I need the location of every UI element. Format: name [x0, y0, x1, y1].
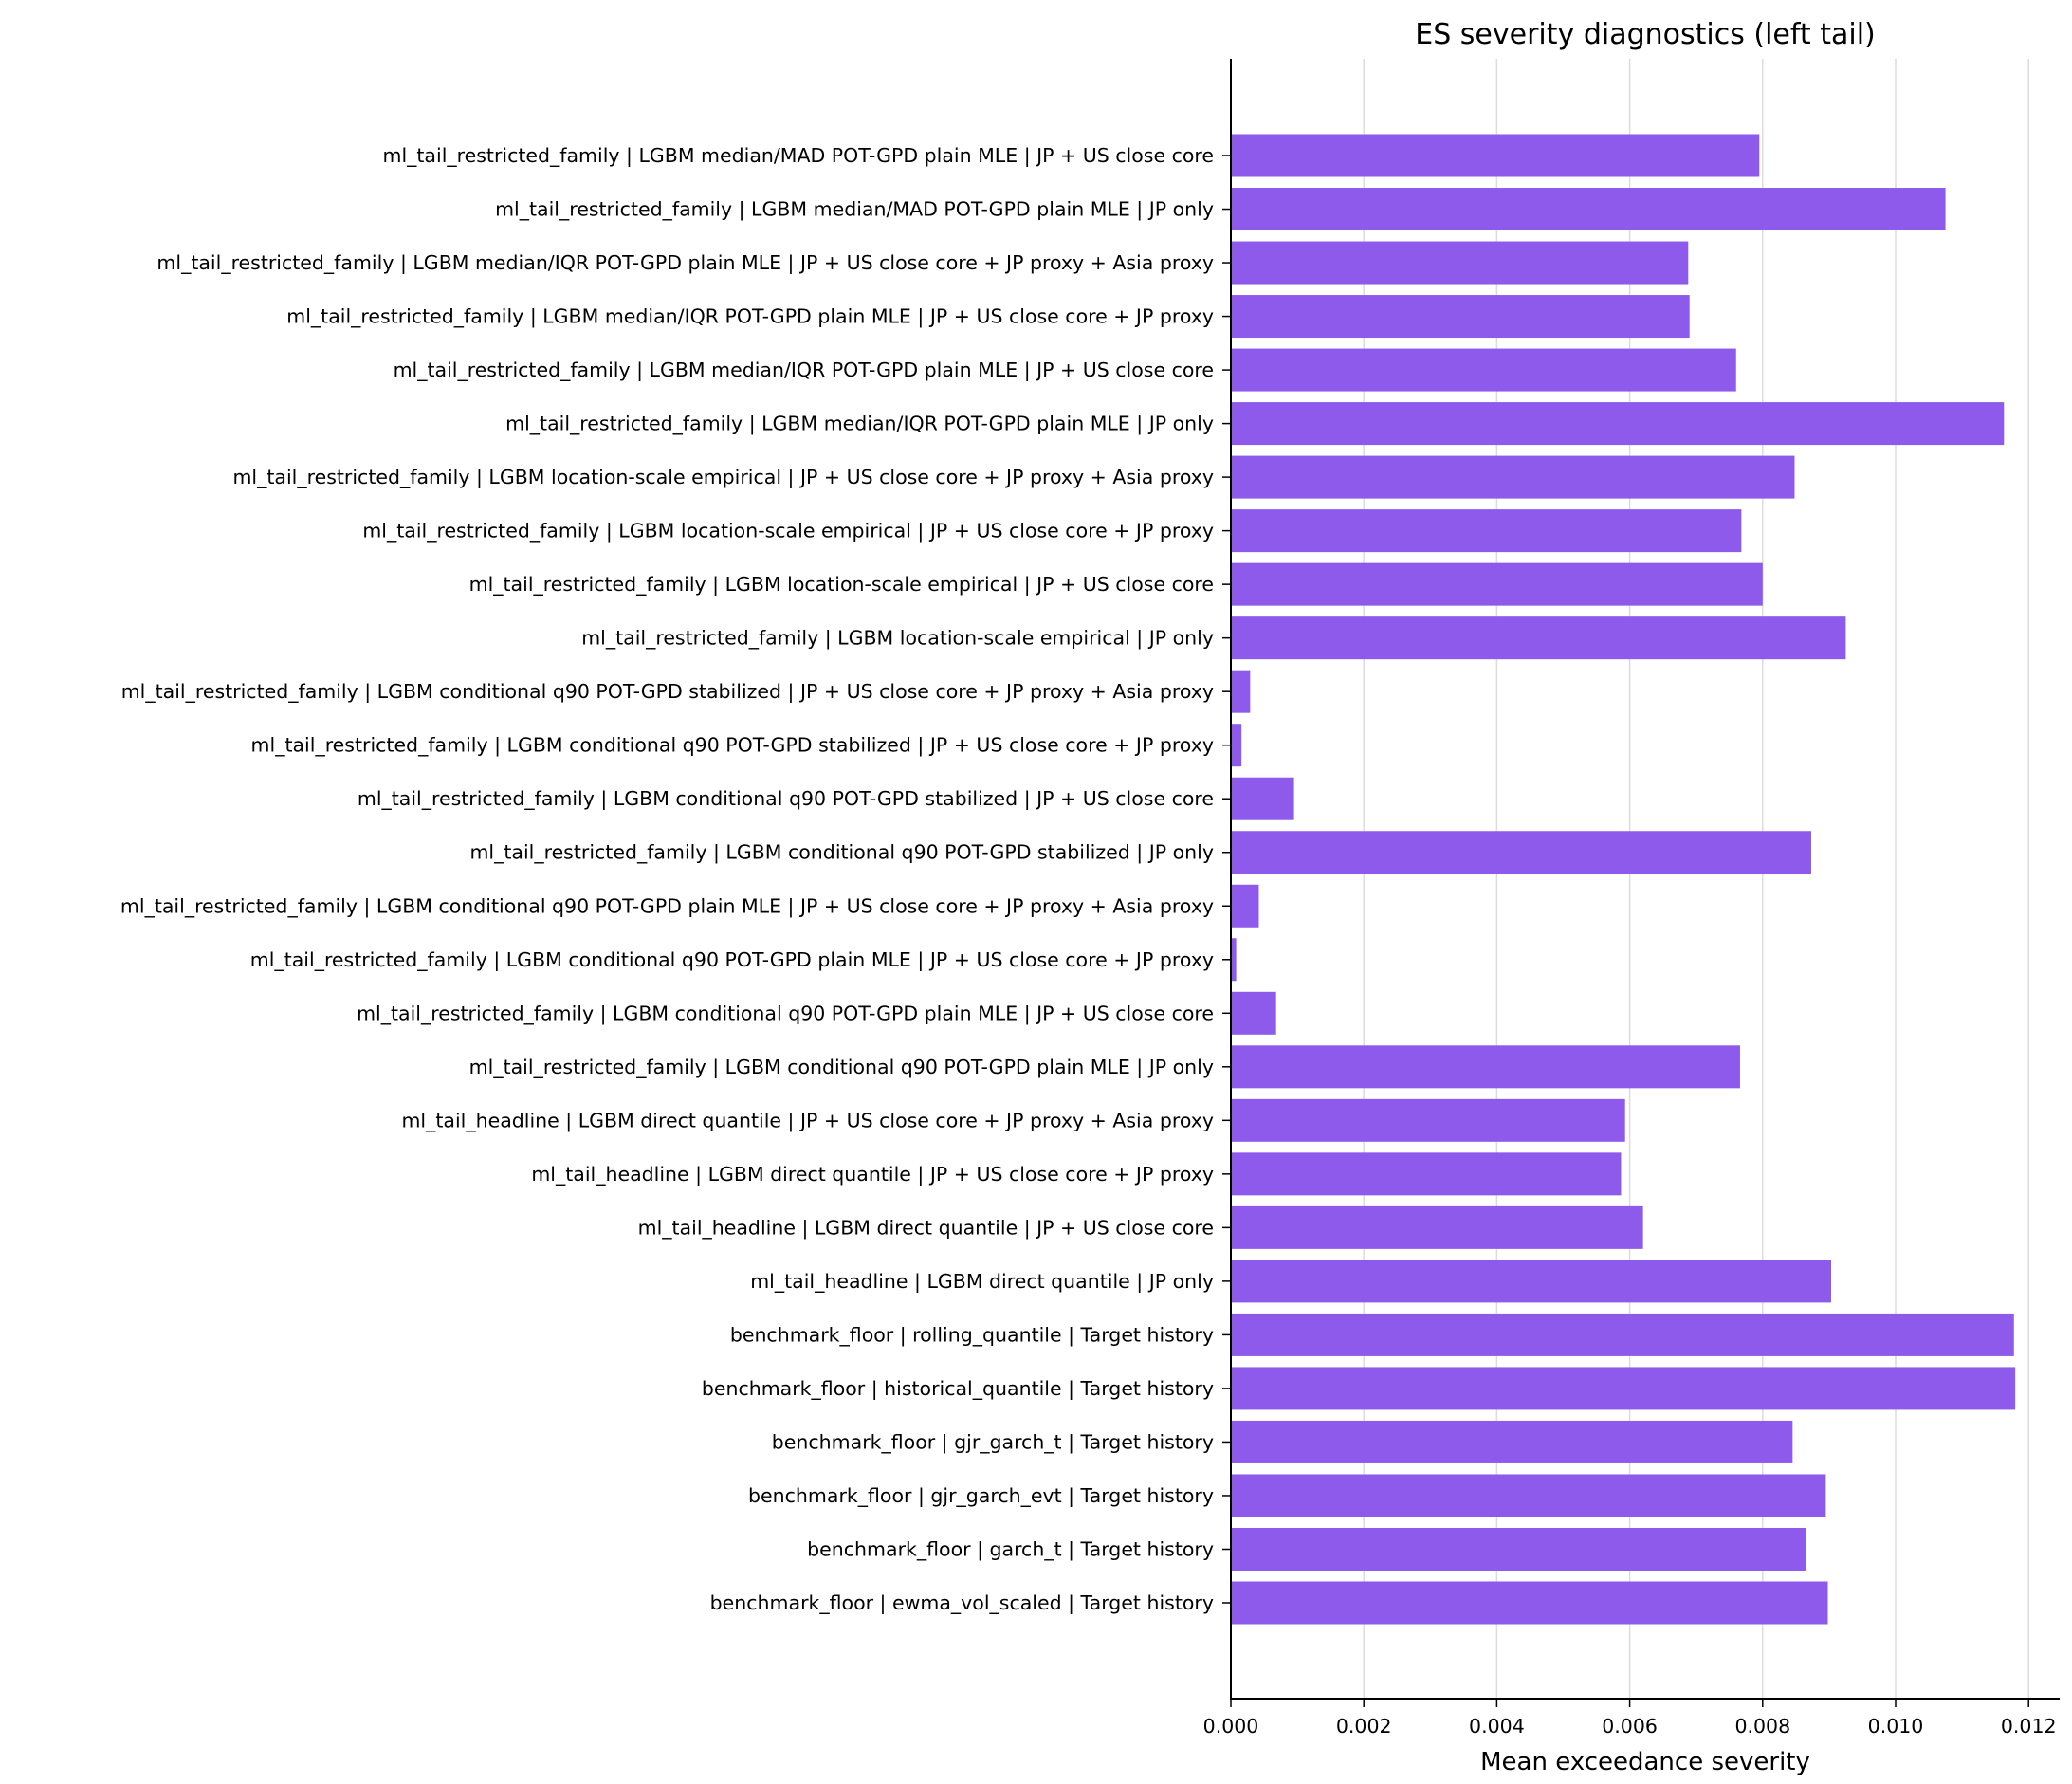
category-label: ml_tail_restricted_family | LGBM locatio…	[362, 520, 1214, 543]
category-label: ml_tail_headline | LGBM direct quantile …	[401, 1109, 1214, 1132]
category-label: ml_tail_headline | LGBM direct quantile …	[638, 1216, 1214, 1240]
x-tick-label: 0.006	[1602, 1715, 1658, 1738]
category-label: ml_tail_restricted_family | LGBM conditi…	[469, 1056, 1214, 1079]
category-label: ml_tail_restricted_family | LGBM median/…	[495, 198, 1214, 222]
bar	[1231, 1581, 1828, 1625]
bar	[1231, 777, 1294, 820]
category-label: ml_tail_restricted_family | LGBM median/…	[382, 144, 1214, 168]
category-label: ml_tail_restricted_family | LGBM conditi…	[357, 1002, 1214, 1025]
bar	[1231, 1474, 1826, 1517]
category-label: ml_tail_restricted_family | LGBM conditi…	[251, 734, 1214, 758]
bar	[1231, 1420, 1793, 1463]
category-label: ml_tail_restricted_family | LGBM median/…	[394, 359, 1214, 382]
bar	[1231, 670, 1251, 713]
bar	[1231, 348, 1736, 392]
x-tick-label: 0.002	[1336, 1715, 1392, 1738]
category-label: ml_tail_headline | LGBM direct quantile …	[531, 1163, 1214, 1186]
bar	[1231, 1205, 1643, 1249]
category-label: benchmark_floor | historical_quantile | …	[702, 1377, 1214, 1401]
x-tick-label: 0.008	[1734, 1715, 1790, 1738]
category-label: benchmark_floor | gjr_garch_evt | Target…	[748, 1484, 1214, 1508]
bar	[1231, 1313, 2014, 1356]
bars	[1231, 134, 2016, 1625]
x-axis-label: Mean exceedance severity	[1480, 1748, 1810, 1776]
bar	[1231, 831, 1811, 874]
bar	[1231, 1045, 1740, 1089]
category-labels: ml_tail_restricted_family | LGBM median/…	[120, 144, 1231, 1615]
x-tick-label: 0.010	[1868, 1715, 1924, 1738]
bar	[1231, 938, 1237, 982]
category-label: benchmark_floor | garch_t | Target histo…	[807, 1537, 1214, 1561]
category-label: ml_tail_restricted_family | LGBM conditi…	[250, 948, 1214, 972]
bar	[1231, 455, 1795, 499]
bar	[1231, 616, 1846, 660]
category-label: ml_tail_restricted_family | LGBM conditi…	[469, 841, 1214, 865]
chart-title: ES severity diagnostics (left tail)	[1415, 18, 1875, 51]
bar	[1231, 991, 1276, 1035]
x-tick-label: 0.012	[2001, 1715, 2057, 1738]
bar	[1231, 295, 1690, 339]
bar	[1231, 402, 2005, 446]
category-label: benchmark_floor | rolling_quantile | Tar…	[730, 1323, 1214, 1347]
category-label: ml_tail_restricted_family | LGBM conditi…	[120, 894, 1214, 918]
category-label: ml_tail_restricted_family | LGBM conditi…	[121, 680, 1214, 704]
category-label: ml_tail_restricted_family | LGBM locatio…	[581, 627, 1214, 651]
bar	[1231, 1152, 1622, 1196]
x-tick-label: 0.004	[1469, 1715, 1525, 1738]
category-label: ml_tail_restricted_family | LGBM median/…	[156, 251, 1214, 275]
bar	[1231, 241, 1689, 285]
category-label: benchmark_floor | gjr_garch_t | Target h…	[772, 1430, 1214, 1454]
bar	[1231, 1527, 1806, 1571]
bar	[1231, 1098, 1625, 1142]
bar	[1231, 724, 1242, 767]
bar	[1231, 188, 1946, 231]
bar	[1231, 509, 1742, 553]
category-label: ml_tail_restricted_family | LGBM locatio…	[469, 573, 1214, 597]
bar	[1231, 1260, 1832, 1303]
category-label: ml_tail_restricted_family | LGBM conditi…	[358, 787, 1214, 811]
category-label: benchmark_floor | ewma_vol_scaled | Targ…	[710, 1591, 1214, 1615]
category-label: ml_tail_restricted_family | LGBM median/…	[505, 413, 1214, 436]
category-label: ml_tail_restricted_family | LGBM locatio…	[232, 466, 1214, 489]
x-axis-ticks: 0.000 0.002 0.004 0.006 0.008 0.010 0.012	[1203, 1699, 2057, 1738]
category-label: ml_tail_restricted_family | LGBM median/…	[286, 305, 1214, 329]
x-tick-label: 0.000	[1203, 1715, 1259, 1738]
bar	[1231, 884, 1259, 928]
category-label: ml_tail_headline | LGBM direct quantile …	[750, 1270, 1214, 1294]
bar	[1231, 134, 1760, 177]
bar	[1231, 562, 1763, 606]
bar	[1231, 1367, 2016, 1410]
